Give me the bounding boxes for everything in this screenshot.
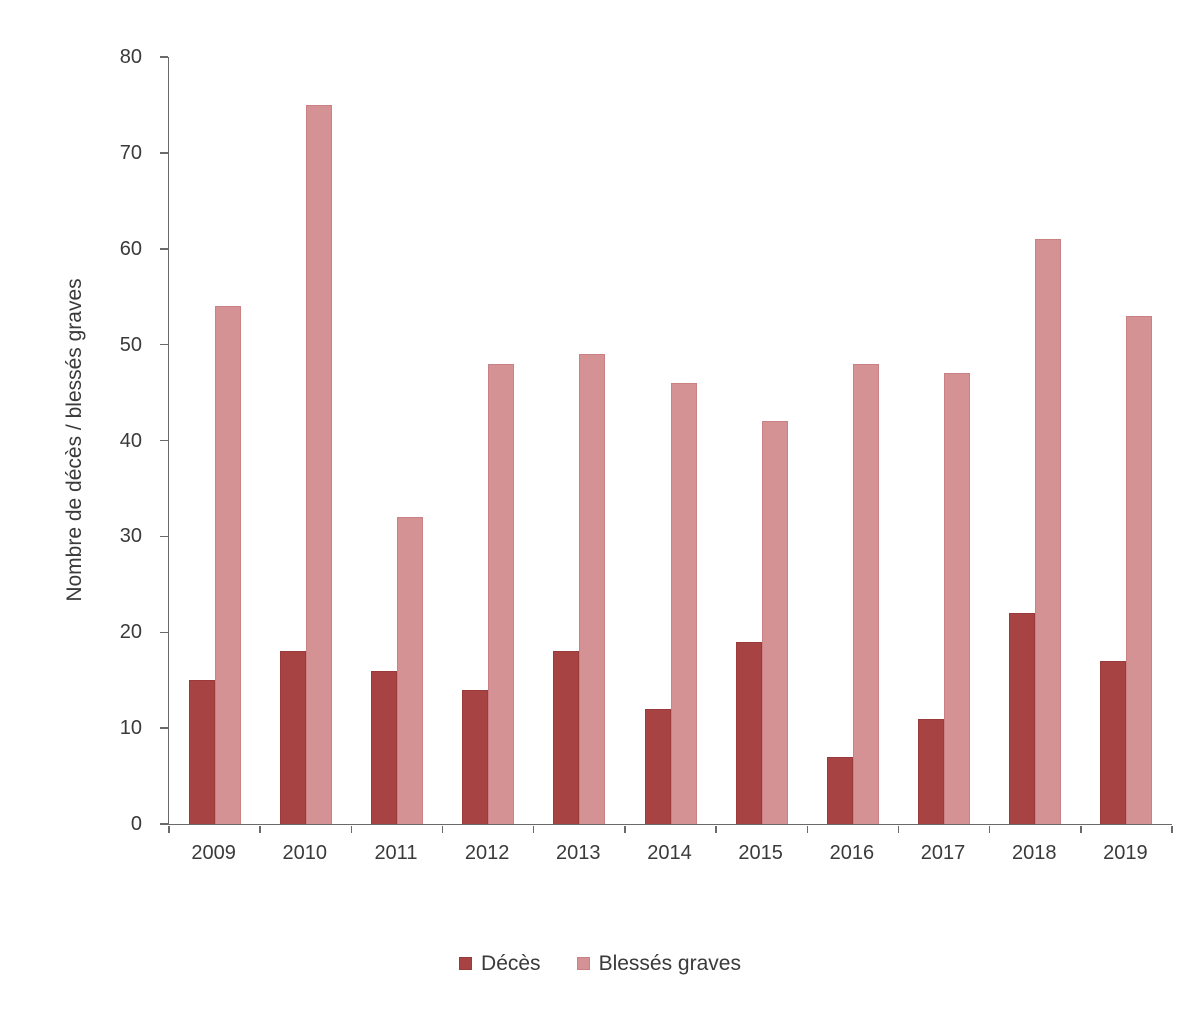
x-axis-tick	[624, 826, 626, 833]
legend: Décès Blessés graves	[0, 953, 1200, 974]
y-tick-label: 20	[119, 621, 142, 644]
y-axis-tick	[160, 343, 168, 346]
y-axis-tick	[160, 631, 168, 633]
x-tick-label-2011: 2011	[374, 842, 418, 864]
legend-label-blesses-graves: Blessés graves	[598, 952, 741, 975]
x-axis-tick	[532, 826, 535, 833]
bar-blesses-graves-2013	[579, 354, 606, 824]
bar-blesses-graves-2017	[944, 373, 971, 824]
plot-area	[160, 56, 1173, 833]
y-tick-label: 0	[130, 813, 142, 835]
bar-deces-2011	[370, 670, 397, 824]
bar-deces-2013	[553, 651, 580, 824]
bar-deces-2010	[279, 651, 306, 824]
x-axis-tick	[441, 826, 444, 833]
bar-blesses-graves-2009	[214, 306, 241, 824]
x-axis-tick	[168, 826, 170, 833]
x-axis-tick	[259, 826, 261, 833]
bar-deces-2012	[462, 689, 489, 824]
y-axis-tick	[160, 152, 168, 154]
y-axis-tick	[160, 727, 168, 729]
x-axis-tick	[806, 826, 809, 833]
bar-blesses-graves-2012	[488, 363, 515, 824]
y-axis-tick	[160, 535, 168, 538]
bar-blesses-graves-2019	[1126, 315, 1153, 824]
bar-deces-2016	[826, 756, 853, 824]
x-axis-tick	[1080, 826, 1082, 833]
y-tick-label: 30	[119, 525, 142, 548]
bar-blesses-graves-2011	[396, 517, 423, 824]
x-tick-label-2012: 2012	[464, 842, 510, 864]
y-axis-tick	[160, 248, 168, 250]
bar-deces-2014	[644, 708, 671, 824]
x-axis-tick	[715, 826, 717, 833]
bar-blesses-graves-2015	[761, 421, 788, 824]
x-tick-label-2014: 2014	[647, 842, 692, 864]
y-tick-label: 40	[119, 429, 142, 452]
bar-deces-2009	[188, 680, 215, 824]
bar-blesses-graves-2010	[305, 104, 332, 824]
x-axis-tick	[988, 826, 991, 833]
legend-label-deces: Décès	[481, 952, 541, 975]
y-axis-tick	[160, 56, 168, 58]
bar-deces-2017	[918, 718, 945, 824]
legend-marker-blesses-graves-icon	[576, 957, 590, 970]
x-axis-tick	[1171, 826, 1173, 833]
bar-blesses-graves-2014	[670, 382, 697, 824]
x-tick-label-2016: 2016	[829, 842, 875, 864]
bar-deces-2018	[1009, 613, 1036, 824]
legend-marker-deces-icon	[459, 957, 473, 970]
x-tick-label-2015: 2015	[738, 842, 783, 864]
bar-deces-2019	[1100, 661, 1127, 824]
y-axis-tick	[160, 439, 168, 442]
legend-item-blesses-graves: Blessés graves	[576, 952, 741, 975]
y-tick-label: 80	[119, 46, 142, 68]
x-tick-label-2010: 2010	[282, 842, 328, 864]
y-tick-label: 50	[119, 333, 142, 356]
y-tick-label: 60	[119, 237, 142, 260]
bar-blesses-graves-2016	[852, 363, 879, 824]
y-tick-label: 10	[119, 717, 142, 740]
bar-deces-2015	[735, 641, 762, 824]
bar-blesses-graves-2018	[1035, 239, 1062, 824]
y-axis-tick	[160, 823, 168, 825]
x-tick-label-2009: 2009	[191, 842, 236, 864]
x-axis-tick	[350, 826, 353, 833]
x-tick-label-2017: 2017	[920, 842, 966, 864]
legend-item-deces: Décès	[459, 953, 541, 974]
x-axis-tick	[897, 826, 900, 833]
x-tick-label-2018: 2018	[1011, 842, 1057, 864]
x-tick-label-2013: 2013	[556, 842, 601, 864]
x-tick-label-2019: 2019	[1103, 842, 1148, 864]
y-tick-label: 70	[119, 141, 142, 164]
